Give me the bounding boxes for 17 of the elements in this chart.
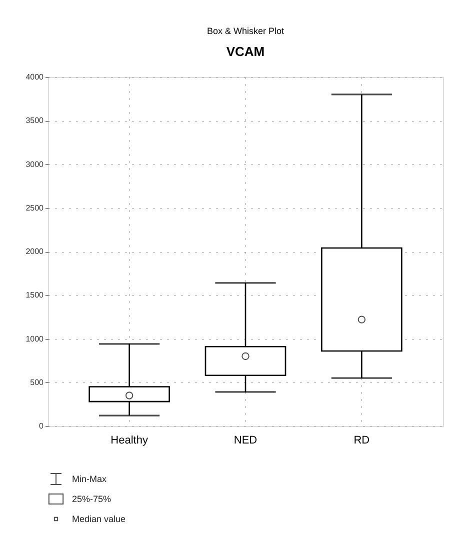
- y-tick-label: 500: [30, 378, 44, 387]
- x-tick-label: NED: [234, 434, 258, 446]
- chart-subtitle: Box & Whisker Plot: [206, 26, 285, 36]
- y-tick-label: 1000: [26, 334, 44, 344]
- text: Min-Max: [72, 474, 107, 484]
- y-tick-label: 0: [39, 422, 44, 430]
- text: 25%-75%: [72, 494, 112, 504]
- x-tick-label: RD: [354, 434, 370, 446]
- chart-title: VCAM: [226, 44, 265, 59]
- y-tick-label: 1500: [26, 290, 44, 300]
- x-tick-label: Healthy: [110, 434, 148, 446]
- y-tick-label: 2000: [26, 247, 44, 256]
- text: Median value: [72, 514, 126, 524]
- y-tick-label: 4000: [26, 72, 44, 82]
- y-tick-label: 3500: [26, 116, 44, 126]
- y-tick-label: 3000: [26, 160, 44, 169]
- y-tick-label: 2500: [26, 203, 44, 212]
